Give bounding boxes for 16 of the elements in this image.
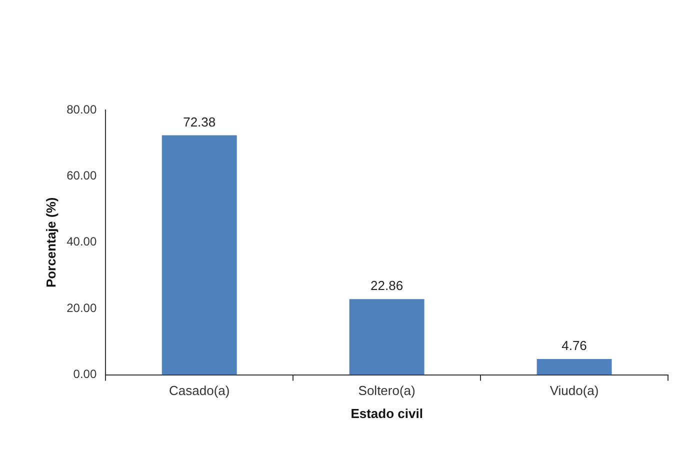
bar	[349, 299, 424, 375]
y-tick-label: 80.00	[66, 102, 97, 116]
x-tick-label: Soltero(a)	[358, 383, 416, 398]
x-axis-title: Estado civil	[350, 406, 423, 421]
x-tick-label: Casado(a)	[169, 383, 230, 398]
y-tick-label: 60.00	[66, 168, 97, 183]
y-tick-label: 0.00	[73, 367, 97, 382]
y-tick-label: 40.00	[66, 234, 97, 249]
data-label: 72.38	[183, 114, 216, 130]
x-tick-label: Viudo(a)	[550, 383, 599, 398]
bar	[162, 135, 237, 375]
data-label: 22.86	[370, 278, 404, 294]
y-tick-label: 20.00	[66, 300, 97, 315]
bar	[536, 359, 612, 375]
data-label: 4.76	[562, 338, 587, 354]
y-axis-title: Porcentaje (%)	[43, 197, 58, 288]
